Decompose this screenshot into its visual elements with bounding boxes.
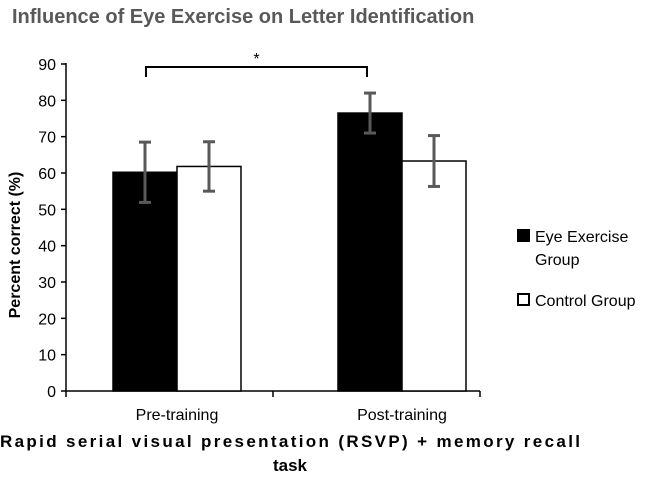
y-axis-label: Percent correct (%) [7,172,24,319]
significance-label: * [253,51,259,68]
y-tick-label: 30 [38,275,56,292]
bar [112,171,178,392]
x-tick-label: Pre-training [136,407,219,424]
y-tick-label: 70 [38,130,56,147]
legend-label: Control Group [535,293,636,310]
y-tick-label: 20 [38,311,56,328]
legend: Eye Exercise Group Control Group [517,229,636,310]
x-axis-label-line-2: task [273,456,308,475]
legend-label: Eye Exercise [535,229,628,246]
y-tick-label: 40 [38,239,56,256]
bar [176,165,242,392]
plot-area: 0 10 20 30 40 50 60 70 80 90 Pre-training Post-trai… [38,51,481,424]
chart-title: Influence of Eye Exercise on Letter Iden… [12,6,474,28]
y-tick-label: 10 [38,348,56,365]
bar [337,112,403,392]
legend-swatch [517,293,530,306]
y-tick-label: 0 [47,384,56,401]
y-tick-label: 50 [38,202,56,219]
legend-swatch [517,229,530,242]
y-tick-label: 80 [38,93,56,110]
significance-bracket [145,66,368,77]
x-tick-label: Post-training [357,407,447,424]
y-tick-label: 90 [38,57,56,74]
x-axis-label-line-1: Rapid serial visual presentation (RSVP) … [0,432,580,451]
legend-label: Group [535,252,580,269]
bar [401,160,467,392]
y-tick-label: 60 [38,166,56,183]
